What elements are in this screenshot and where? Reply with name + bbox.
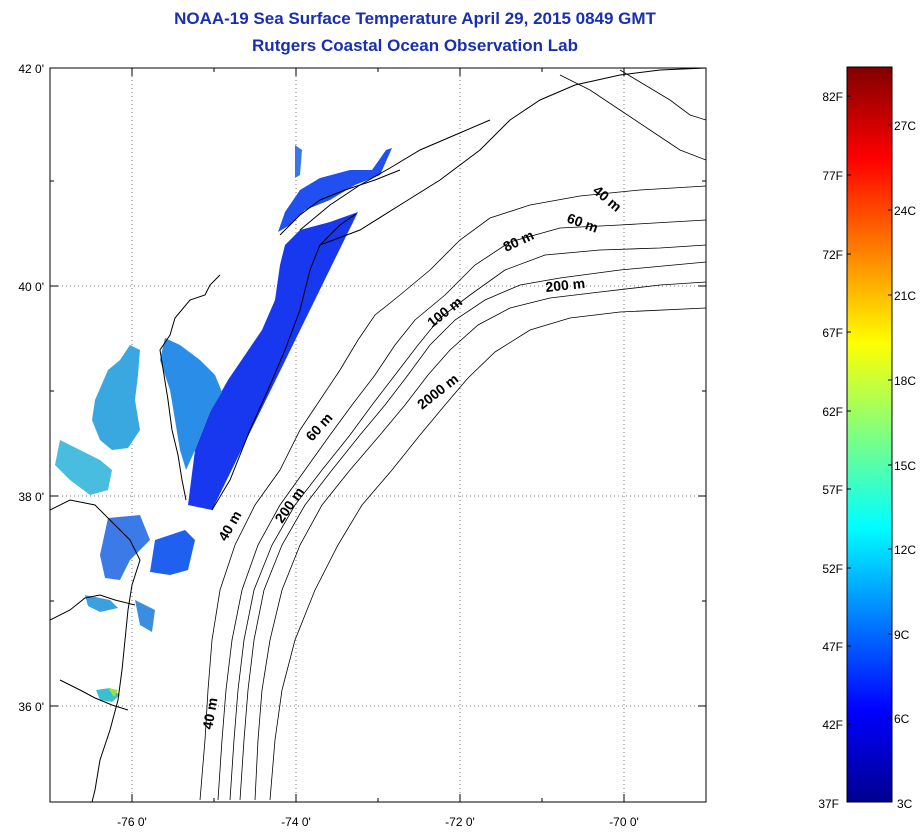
- graticule: [50, 68, 706, 802]
- colorbar-f-label: 57F: [822, 483, 843, 497]
- lat-tick-label: 40 0': [18, 280, 44, 294]
- lat-tick-label: 42 0': [18, 62, 44, 76]
- colorbar-f-label: 37F: [818, 797, 839, 811]
- coastline: [50, 68, 706, 802]
- sst-swath: [55, 145, 392, 702]
- colorbar-f-label: 62F: [822, 405, 843, 419]
- map-subtitle: Rutgers Coastal Ocean Observation Lab: [252, 36, 578, 55]
- map-title: NOAA-19 Sea Surface Temperature April 29…: [174, 9, 656, 28]
- colorbar-f-label: 42F: [822, 718, 843, 732]
- colorbar-c-label: 15C: [894, 459, 916, 473]
- colorbar-f-label: 82F: [822, 90, 843, 104]
- lat-labels: 42 0' 40 0' 38 0' 36 0': [18, 62, 44, 714]
- colorbar-f-label: 47F: [822, 640, 843, 654]
- lon-tick-label: -72 0': [445, 815, 475, 829]
- colorbar: 82F 77F 72F 67F 62F 57F 52F 47F 42F 37F …: [818, 66, 916, 811]
- frame-ticks: [50, 68, 706, 802]
- colorbar-c-label: 3C: [897, 797, 913, 811]
- map-frame: [49, 67, 707, 803]
- lat-tick-label: 36 0': [18, 700, 44, 714]
- bathymetry-contours: [199, 69, 706, 801]
- colorbar-f-label: 72F: [822, 248, 843, 262]
- colorbar-c-label: 24C: [894, 204, 916, 218]
- lon-tick-label: -74 0': [281, 815, 311, 829]
- colorbar-ticks: [847, 95, 892, 725]
- colorbar-f-label: 52F: [822, 562, 843, 576]
- contour-label: 200 m: [545, 275, 586, 295]
- colorbar-c-label: 6C: [894, 712, 910, 726]
- contour-label: 40 m: [199, 696, 220, 730]
- colorbar-gradient: [846, 66, 893, 803]
- colorbar-c-label: 9C: [894, 628, 910, 642]
- fahrenheit-labels: 82F 77F 72F 67F 62F 57F 52F 47F 42F 37F: [818, 90, 843, 811]
- lon-tick-label: -76 0': [117, 815, 147, 829]
- colorbar-c-label: 27C: [894, 119, 916, 133]
- lon-labels: -76 0' -74 0' -72 0' -70 0': [117, 815, 639, 829]
- colorbar-c-label: 21C: [894, 289, 916, 303]
- lon-tick-label: -70 0': [609, 815, 639, 829]
- lat-tick-label: 38 0': [18, 490, 44, 504]
- colorbar-f-label: 77F: [822, 169, 843, 183]
- colorbar-f-label: 67F: [822, 326, 843, 340]
- colorbar-c-label: 12C: [894, 543, 916, 557]
- colorbar-c-label: 18C: [894, 374, 916, 388]
- celsius-labels: 27C 24C 21C 18C 15C 12C 9C 6C 3C: [894, 119, 916, 811]
